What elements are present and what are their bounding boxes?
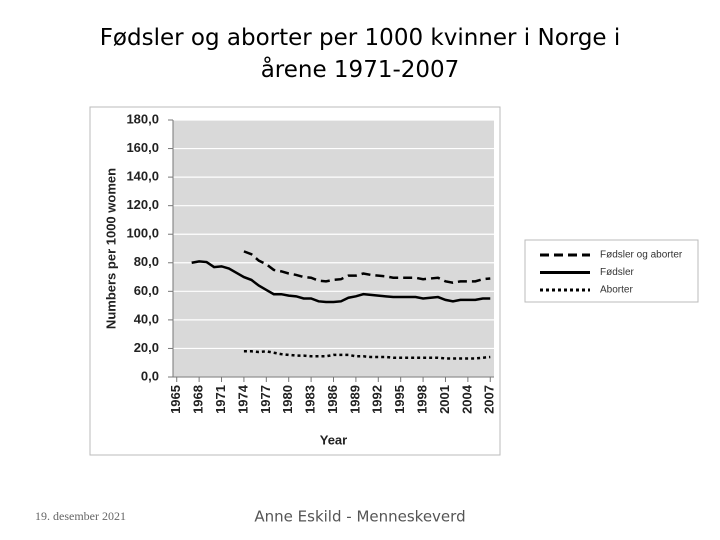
x-tick-label: 1977	[258, 385, 273, 414]
y-tick-label: 0,0	[141, 368, 159, 383]
footer-date: 19. desember 2021	[35, 509, 126, 523]
y-tick-label: 100,0	[126, 226, 159, 241]
y-tick-label: 60,0	[134, 283, 159, 298]
footer-author: Anne Eskild - Menneskeverd	[254, 508, 465, 526]
y-tick-label: 120,0	[126, 197, 159, 212]
x-tick-label: 1983	[303, 385, 318, 414]
x-tick-label: 1971	[213, 385, 228, 414]
y-tick-label: 160,0	[126, 140, 159, 155]
y-tick-label: 140,0	[126, 169, 159, 184]
series-line	[243, 250, 491, 285]
chart-title: Fødsler og aborter per 1000 kvinner i No…	[99, 25, 621, 83]
y-tick-label: 180,0	[126, 111, 159, 126]
x-tick-label: 1992	[370, 385, 385, 414]
series-line	[191, 260, 491, 304]
x-tick-label: 2001	[437, 385, 452, 414]
series-line	[243, 350, 491, 360]
legend-label: Aborter	[600, 285, 633, 296]
y-tick-label: 80,0	[134, 254, 159, 269]
x-tick-label: 1998	[415, 385, 430, 414]
y-axis-label: Numbers per 1000 women	[103, 168, 118, 329]
x-axis-label: Year	[320, 432, 347, 447]
legend-label: Fødsler og aborter	[600, 250, 683, 261]
plot-area	[173, 120, 494, 377]
x-tick-label: 1974	[235, 384, 250, 414]
x-tick-label: 1986	[325, 385, 340, 414]
legend-label: Fødsler	[600, 267, 635, 278]
y-tick-label: 40,0	[134, 311, 159, 326]
x-tick-label: 1995	[392, 385, 407, 414]
x-tick-label: 2004	[459, 384, 474, 414]
x-tick-label: 2007	[482, 385, 497, 414]
legend-box	[524, 239, 699, 303]
y-tick-label: 20,0	[134, 340, 159, 355]
x-tick-label: 1965	[168, 385, 183, 414]
x-tick-label: 1989	[347, 385, 362, 414]
x-tick-label: 1980	[280, 385, 295, 414]
x-tick-label: 1968	[191, 385, 206, 414]
